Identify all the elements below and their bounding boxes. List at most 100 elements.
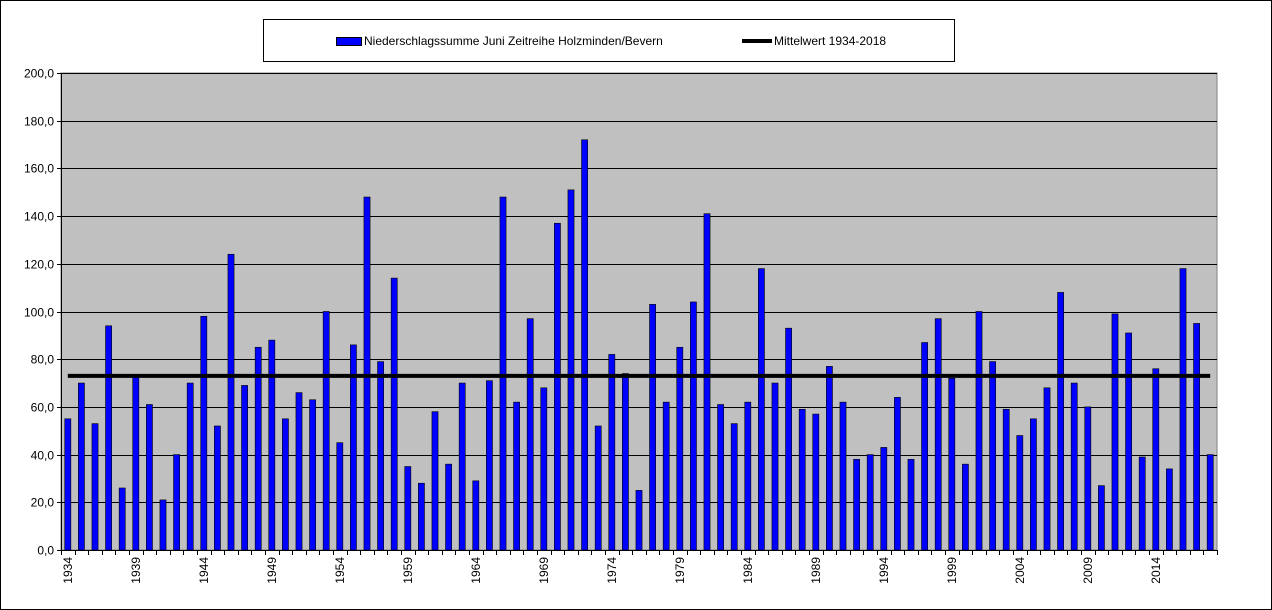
bar: [1016, 435, 1024, 551]
bar: [472, 480, 480, 551]
bar: [404, 466, 412, 551]
bar: [717, 404, 724, 551]
bar: [214, 425, 221, 551]
bar: [907, 459, 915, 551]
x-tick-label: 2009: [1081, 557, 1095, 584]
bar: [499, 196, 507, 551]
bar: [744, 401, 752, 551]
bar: [445, 463, 452, 551]
bar: [635, 490, 643, 551]
bar: [567, 189, 575, 551]
legend-item-precipitation: Niederschlagssumme Juni Zeitreihe Holzmi…: [336, 34, 663, 48]
bar: [431, 411, 439, 551]
chart-legend: Niederschlagssumme Juni Zeitreihe Holzmi…: [263, 19, 955, 62]
y-tick-label: 120,0: [24, 258, 54, 272]
x-tick-label: 1934: [61, 557, 75, 584]
bar: [649, 304, 656, 551]
x-tick-label: 1979: [673, 557, 687, 584]
bar: [975, 311, 983, 551]
bar: [758, 268, 765, 551]
y-tick-label: 180,0: [24, 115, 54, 129]
bar: [418, 482, 425, 551]
bar: [363, 196, 371, 551]
bar: [608, 354, 616, 551]
x-tick-label: 1959: [401, 557, 415, 584]
bar: [839, 401, 847, 551]
bar: [173, 454, 180, 551]
bar: [268, 339, 276, 551]
bar: [554, 222, 561, 551]
bar: [91, 423, 99, 551]
bar: [513, 401, 520, 551]
bar: [622, 373, 629, 551]
legend-label-mean: Mittelwert 1934-2018: [774, 34, 887, 48]
bar: [1030, 418, 1037, 551]
x-tick-label: 1944: [197, 557, 211, 584]
bar: [894, 397, 901, 551]
bar: [200, 315, 208, 551]
x-tick-label: 1954: [333, 557, 347, 584]
bar: [132, 375, 140, 551]
y-tick-label: 40,0: [31, 449, 55, 463]
legend-bar-swatch: [336, 36, 362, 46]
y-tick-label: 20,0: [31, 496, 55, 510]
x-tick-label: 1939: [129, 557, 143, 584]
x-tick-label: 1994: [877, 557, 891, 584]
bar: [703, 213, 711, 551]
bar: [1206, 454, 1214, 551]
bar: [934, 318, 942, 551]
bar: [227, 253, 235, 551]
bar: [798, 408, 806, 551]
bar: [241, 385, 248, 551]
x-tick-label: 1974: [605, 557, 619, 584]
plot-area: [60, 72, 1218, 551]
bar: [812, 413, 820, 551]
bar: [785, 327, 792, 551]
bar: [322, 311, 330, 551]
bar: [989, 361, 996, 551]
bar: [771, 382, 779, 551]
bar: [826, 366, 833, 551]
y-tick-label: 200,0: [24, 67, 54, 81]
bar: [540, 387, 548, 551]
bar: [1057, 292, 1064, 551]
bar: [1193, 323, 1200, 551]
y-tick-label: 160,0: [24, 162, 54, 176]
bar: [282, 418, 289, 551]
bar: [1179, 268, 1187, 551]
bar: [377, 361, 384, 551]
bar: [309, 399, 316, 551]
legend-item-mean: Mittelwert 1934-2018: [742, 34, 886, 48]
bar: [1166, 468, 1173, 551]
legend-line-swatch: [742, 39, 772, 43]
bar: [159, 499, 167, 551]
x-tick-label: 1989: [809, 557, 823, 584]
bar: [336, 442, 344, 551]
bar: [866, 454, 874, 551]
bar: [105, 325, 112, 551]
bar: [1098, 485, 1105, 551]
bar: [118, 487, 126, 551]
bar: [458, 382, 466, 551]
bar: [1152, 368, 1160, 551]
bar: [1084, 406, 1092, 551]
y-tick-label: 80,0: [31, 353, 55, 367]
bar: [581, 139, 588, 551]
bar: [690, 301, 697, 551]
bar: [1125, 332, 1132, 551]
legend-label-precipitation: Niederschlagssumme Juni Zeitreihe Holzmi…: [364, 34, 663, 48]
bar: [1043, 387, 1051, 551]
bar: [662, 401, 670, 551]
x-tick-label: 1964: [469, 557, 483, 584]
y-tick-label: 60,0: [31, 401, 55, 415]
bar: [64, 418, 72, 551]
bar: [1070, 382, 1078, 551]
bar: [295, 392, 303, 551]
x-tick-label: 1949: [265, 557, 279, 584]
bar: [921, 342, 928, 551]
bar: [186, 382, 194, 551]
bar: [853, 459, 860, 551]
bar: [146, 404, 153, 551]
x-tick-label: 1984: [741, 557, 755, 584]
x-tick-label: 1999: [945, 557, 959, 584]
